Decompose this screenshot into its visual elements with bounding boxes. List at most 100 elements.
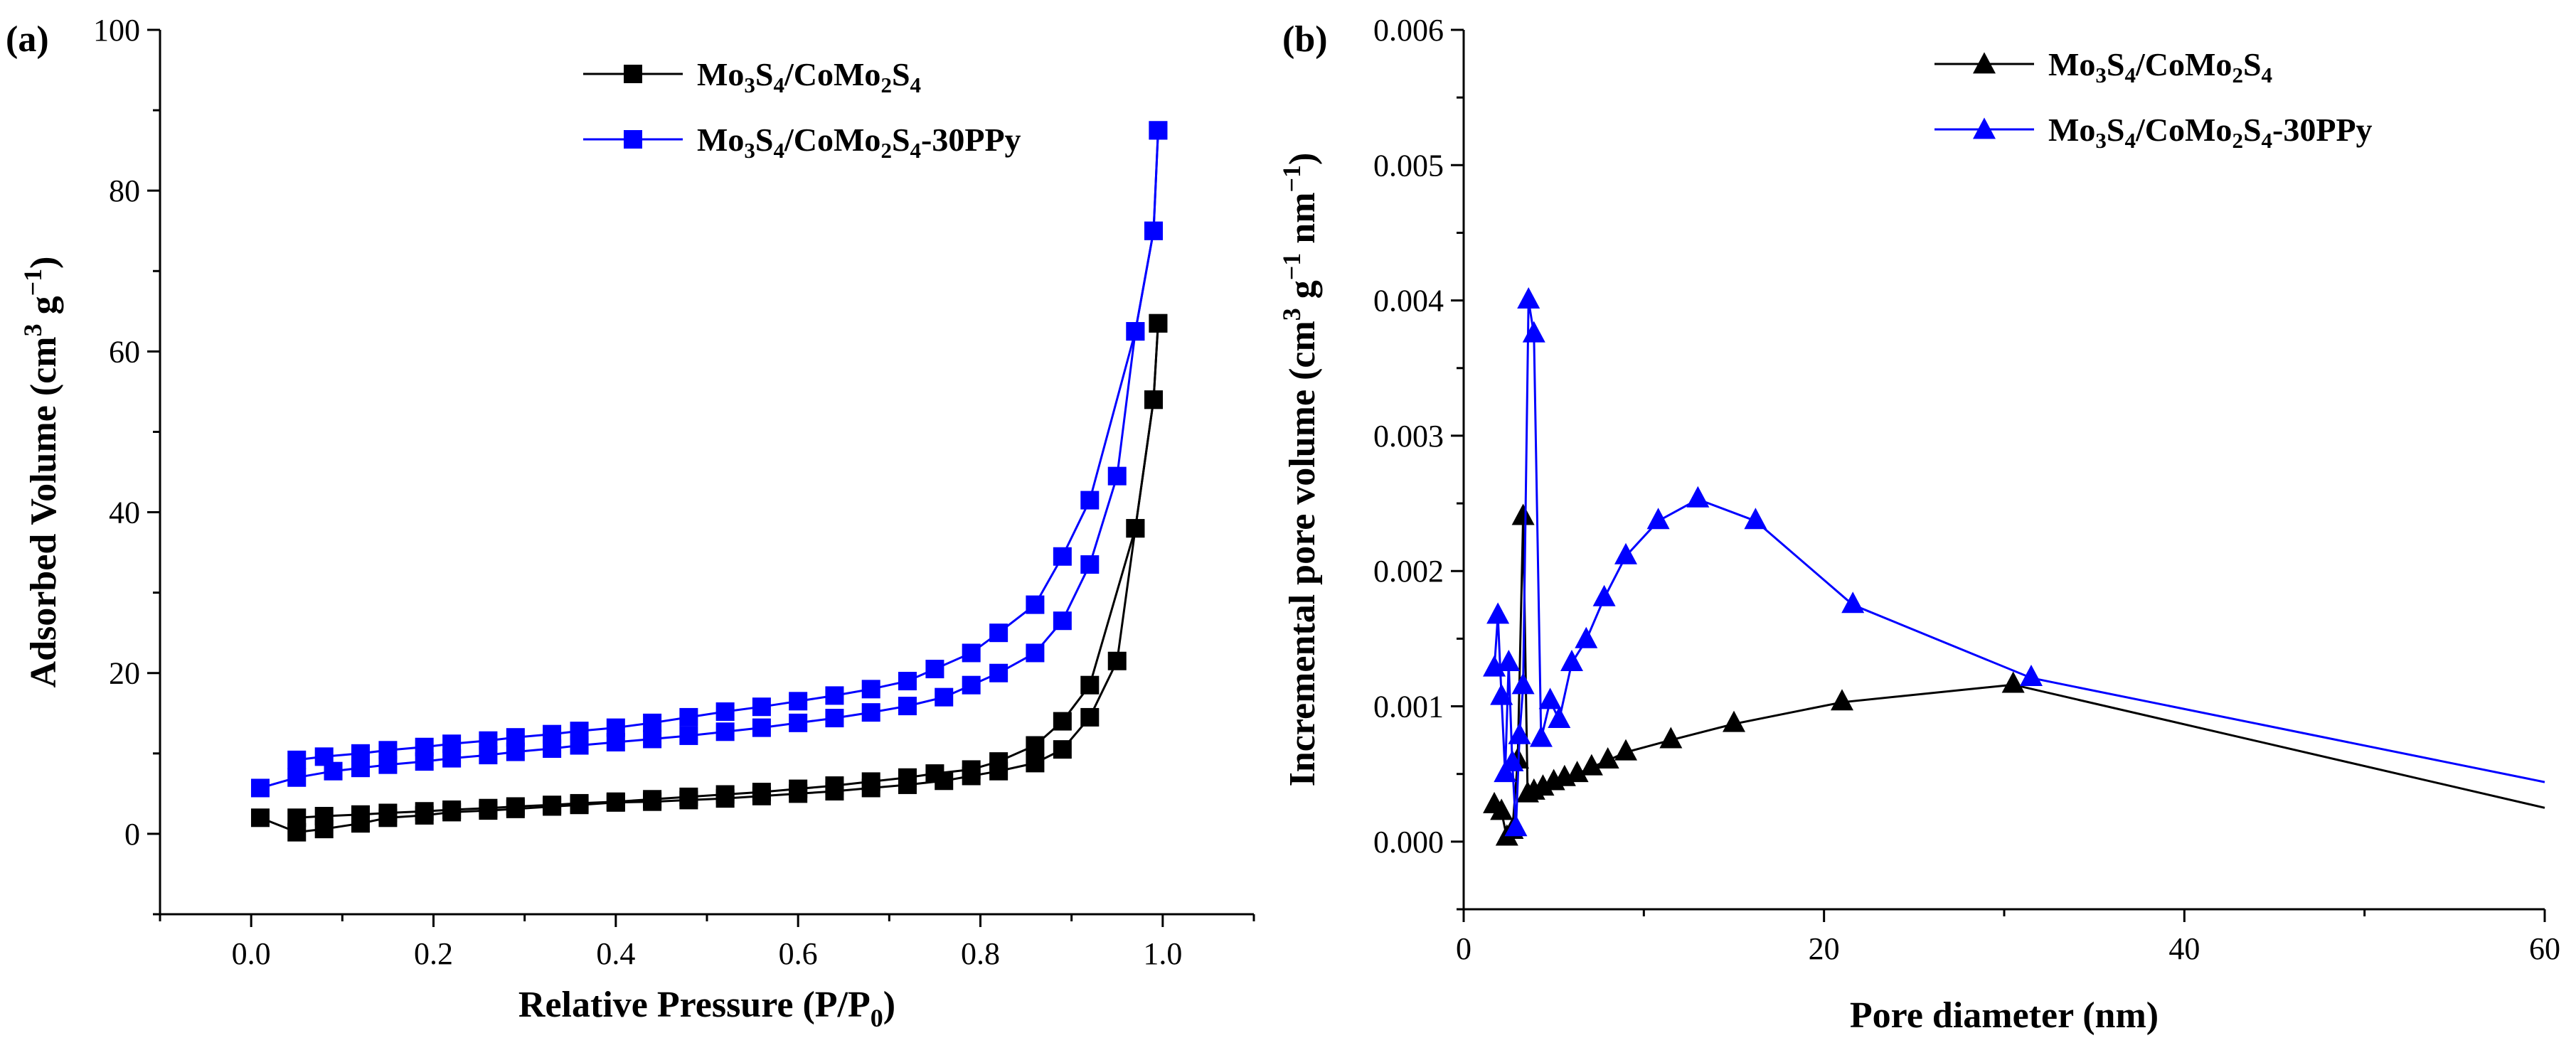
legend: Mo3S4/CoMo2S4 Mo3S4/CoMo2S4-30PPy <box>583 56 1021 163</box>
data-point <box>752 697 771 717</box>
data-point <box>715 702 735 722</box>
data-point <box>989 623 1008 643</box>
data-point <box>1575 626 1598 648</box>
data-point <box>1490 683 1513 705</box>
series-line-1-1 <box>297 130 1159 761</box>
data-point <box>1548 706 1571 728</box>
data-point <box>861 680 880 699</box>
data-point <box>1592 584 1616 606</box>
series-1 <box>250 121 1168 798</box>
data-point <box>825 709 844 728</box>
data-point <box>1501 749 1524 771</box>
data-point <box>287 808 307 828</box>
data-point <box>378 803 398 823</box>
data-point <box>2020 664 2043 686</box>
y-tick-label: 40 <box>109 496 140 530</box>
data-point <box>1614 739 1637 761</box>
y-tick-label: 0 <box>124 817 140 852</box>
legend-label-1: Mo3S4/CoMo2S4-30PPy <box>697 122 1021 163</box>
series-0 <box>1483 503 2545 846</box>
data-point <box>1053 547 1072 566</box>
legend-label-0: Mo3S4/CoMo2S4 <box>697 56 921 97</box>
x-tick-label: 0.4 <box>596 936 635 971</box>
data-point <box>1529 725 1553 747</box>
x-axis-label: Pore diameter (nm) <box>1850 995 2159 1036</box>
x-tick-label: 40 <box>2168 931 2200 966</box>
legend-marker <box>1973 52 1996 74</box>
data-point <box>1107 466 1127 486</box>
data-point <box>898 697 917 716</box>
data-point <box>1504 815 1528 837</box>
data-point <box>715 722 735 741</box>
data-point <box>351 805 370 824</box>
legend-label-0: Mo3S4/CoMo2S4 <box>2048 46 2272 87</box>
data-point <box>1522 321 1545 343</box>
data-point <box>989 752 1008 771</box>
series-0 <box>250 314 1168 842</box>
data-point <box>1596 747 1619 769</box>
data-point <box>1080 555 1100 574</box>
x-tick-label: 0.0 <box>232 936 271 971</box>
data-point <box>825 776 844 796</box>
data-point <box>1686 486 1710 508</box>
data-point <box>861 772 880 791</box>
series-line-1-0 <box>1493 300 2545 828</box>
data-point <box>287 750 307 769</box>
data-point <box>1659 727 1683 749</box>
chart-b-pore-size-distribution: 0 20 40 60 0.000 0.001 0.002 0.003 0.004 0.005 0.0… <box>1277 13 2560 1036</box>
data-point <box>506 728 525 747</box>
data-point <box>898 672 917 691</box>
data-point <box>962 675 981 695</box>
series-line-1-0 <box>260 130 1159 789</box>
data-point <box>543 796 562 815</box>
data-point <box>1494 761 1517 783</box>
data-point <box>1126 322 1145 341</box>
y-tick-label: 0.002 <box>1373 554 1444 589</box>
data-point <box>1126 519 1145 538</box>
data-point <box>1614 542 1637 564</box>
data-point <box>287 768 307 787</box>
data-point <box>1026 754 1045 773</box>
y-tick-label: 60 <box>109 334 140 369</box>
data-point <box>1531 774 1555 796</box>
y-tick-label: 0.006 <box>1373 13 1444 48</box>
data-point <box>1486 602 1510 624</box>
data-point <box>789 692 808 711</box>
data-point <box>2001 671 2025 693</box>
x-tick-label: 20 <box>1809 931 1840 966</box>
y-tick-label: 0.001 <box>1373 690 1444 724</box>
data-point <box>1080 491 1100 510</box>
data-point <box>415 802 434 821</box>
data-point <box>643 713 662 732</box>
data-point <box>250 808 270 828</box>
data-point <box>925 764 944 783</box>
data-point <box>962 643 981 663</box>
data-point <box>1538 687 1562 709</box>
legend-marker <box>624 130 642 149</box>
data-point <box>314 807 334 826</box>
data-point <box>442 734 462 754</box>
data-point <box>479 798 498 818</box>
data-point <box>1080 675 1100 695</box>
y-tick-label: 20 <box>109 656 140 691</box>
data-point <box>789 779 808 798</box>
x-tick-label: 0.2 <box>414 936 453 971</box>
data-point <box>1107 651 1127 670</box>
series-line-0-0 <box>1494 517 2545 840</box>
x-tick-label: 0.8 <box>961 936 1000 971</box>
data-point <box>351 744 370 763</box>
data-point <box>679 787 698 806</box>
chart-a-adsorption-isotherm: 0.0 0.2 0.4 0.6 0.8 1.0 0 20 40 60 80 100 Mo3S4/CoMo… <box>18 13 1255 1032</box>
data-point <box>1053 611 1072 631</box>
y-axis-label: Adsorbed Volume (cm3 g−1) <box>18 257 64 688</box>
data-point <box>1053 712 1072 731</box>
data-point <box>1144 390 1164 409</box>
data-point <box>1646 508 1670 530</box>
data-point <box>1580 754 1603 776</box>
data-point <box>543 724 562 744</box>
x-tick-label: 1.0 <box>1143 936 1182 971</box>
data-point <box>570 722 589 741</box>
panel-label-b: (b) <box>1282 19 1328 60</box>
data-point <box>1841 591 1865 614</box>
data-point <box>1483 655 1506 677</box>
